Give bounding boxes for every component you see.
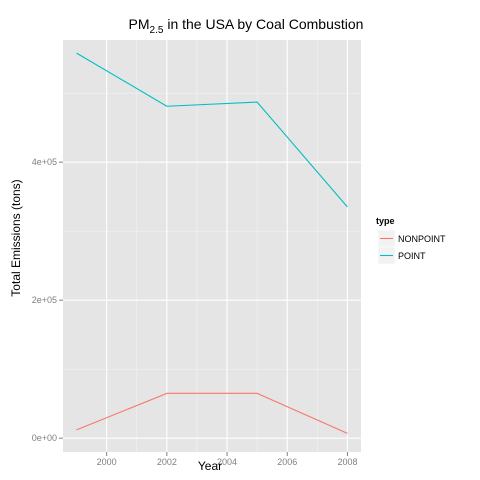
x-axis-title: Year: [198, 459, 222, 473]
legend-title: type: [376, 216, 395, 226]
legend-label-point: POINT: [398, 251, 426, 261]
x-tick-label: 2006: [277, 457, 297, 467]
grid-lines: [63, 40, 361, 452]
y-tick-label: 4e+05: [32, 157, 57, 167]
series-lines: [76, 52, 348, 434]
plot-background: [63, 40, 361, 452]
series-line-nonpoint: [76, 392, 348, 434]
chart-title-subscript: 2.5: [150, 25, 164, 36]
series-line-point: [76, 52, 348, 208]
x-tick-label: 2008: [337, 457, 357, 467]
y-tick-label: 2e+05: [32, 295, 57, 305]
y-axis-title: Total Emissions (tons): [9, 179, 23, 296]
x-tick-label: 2004: [217, 457, 237, 467]
plot-panel: [63, 40, 361, 452]
chart-title: PM2.5 in the USA by Coal Combustion: [129, 16, 364, 36]
legend: type NONPOINT POINT: [376, 216, 446, 265]
chart-title-main: PM: [129, 16, 150, 32]
y-tick-label: 0e+00: [32, 433, 57, 443]
chart-title-rest: in the USA by Coal Combustion: [163, 16, 363, 32]
legend-label-nonpoint: NONPOINT: [398, 234, 446, 244]
x-tick-label: 2002: [157, 457, 177, 467]
axes: 2000 2002 2004 2006 2008 0e+00 2e+05 4e+05: [32, 157, 358, 467]
x-tick-label: 2000: [97, 457, 117, 467]
